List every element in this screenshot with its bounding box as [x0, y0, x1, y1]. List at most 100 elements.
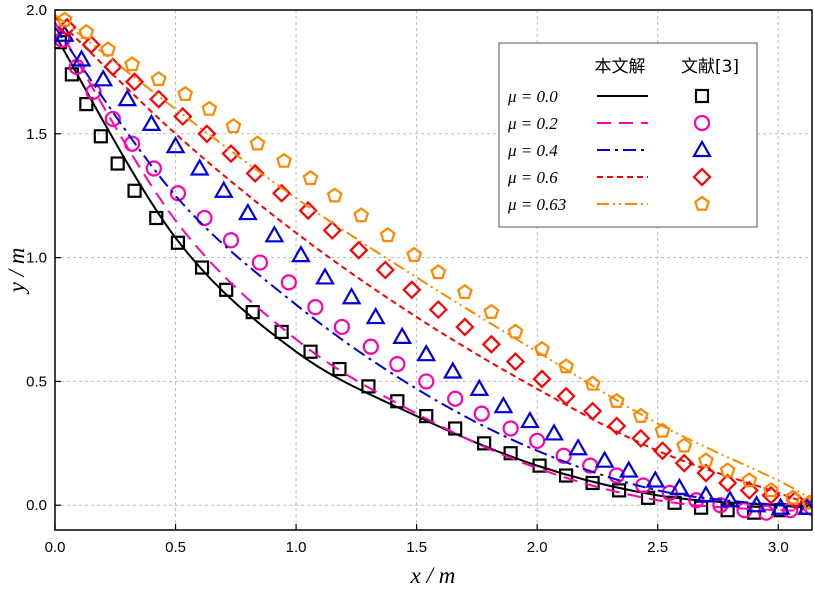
- series-marker: [555, 447, 572, 464]
- series-marker: [353, 207, 370, 223]
- series-marker: [402, 280, 422, 300]
- series-marker: [607, 416, 627, 436]
- series-3: [55, 16, 812, 510]
- legend-header-line: 本文解: [595, 57, 646, 77]
- series-4: [55, 11, 812, 510]
- legend-marker: [692, 139, 712, 158]
- series-marker: [169, 185, 187, 202]
- series-marker: [149, 89, 169, 109]
- series-marker: [505, 352, 526, 372]
- series-marker: [245, 304, 260, 320]
- series-marker: [558, 468, 574, 483]
- series-marker: [222, 232, 240, 249]
- x-axis-title: x / m: [410, 563, 456, 588]
- series-marker: [117, 88, 138, 107]
- plot-frame: [54, 9, 813, 531]
- series-marker: [298, 201, 318, 221]
- series-marker: [534, 340, 550, 357]
- series-marker: [618, 460, 639, 478]
- series-marker: [379, 226, 396, 243]
- series-marker: [758, 504, 775, 521]
- series-marker: [189, 158, 210, 176]
- series-marker: [718, 473, 738, 493]
- series-marker: [110, 156, 125, 171]
- series-marker: [365, 306, 386, 325]
- series-marker: [430, 264, 447, 280]
- series-marker: [770, 497, 791, 515]
- legend-header-markers: 文献[3]: [681, 57, 739, 77]
- series-marker: [493, 395, 514, 414]
- series-marker: [264, 225, 285, 243]
- series-marker: [763, 482, 779, 498]
- y-tick-label: 0.5: [26, 373, 47, 390]
- series-marker: [170, 235, 186, 250]
- series-marker: [201, 100, 218, 116]
- series-layer: [55, 11, 812, 521]
- series-marker: [406, 246, 423, 262]
- series-marker: [315, 267, 335, 285]
- series-marker: [556, 386, 576, 406]
- series-line: [55, 26, 812, 509]
- legend-box: [498, 42, 758, 228]
- series-marker: [473, 405, 490, 422]
- series-marker: [103, 57, 123, 77]
- series-marker: [71, 49, 92, 67]
- legend-label: μ = 0.6: [507, 168, 558, 187]
- x-tick-label: 2.5: [647, 539, 668, 556]
- series-line: [55, 14, 812, 502]
- series-marker: [801, 494, 812, 510]
- series-marker: [455, 317, 475, 337]
- series-marker: [173, 106, 193, 127]
- series-marker: [362, 338, 379, 355]
- series-marker: [645, 470, 666, 488]
- series-marker: [245, 163, 265, 183]
- series-marker: [361, 379, 376, 394]
- series-marker: [583, 401, 603, 421]
- legend-entry: μ = 0.0: [507, 87, 710, 106]
- legend-marker: [692, 167, 712, 187]
- series-marker: [124, 135, 141, 152]
- series-marker: [696, 485, 716, 503]
- y-axis-title: y / m: [4, 248, 29, 295]
- series-marker: [196, 209, 213, 227]
- series-marker: [177, 85, 194, 101]
- series-marker: [568, 438, 589, 456]
- series-marker: [416, 343, 437, 362]
- series-marker: [81, 35, 101, 55]
- series-marker: [125, 72, 145, 92]
- series-marker: [149, 210, 164, 226]
- series-marker: [124, 56, 141, 72]
- series-marker: [302, 170, 319, 186]
- y-tick-label: 1.5: [26, 126, 47, 143]
- series-marker: [784, 489, 801, 505]
- series-marker: [249, 135, 266, 151]
- series-marker: [150, 70, 167, 87]
- series-marker: [469, 378, 490, 396]
- series-marker: [720, 490, 740, 508]
- series-marker: [56, 11, 73, 27]
- series-marker: [746, 495, 767, 513]
- series-marker: [739, 480, 759, 500]
- series-marker: [390, 394, 405, 409]
- series-marker: [341, 287, 362, 305]
- series-marker: [303, 344, 318, 359]
- series-marker: [520, 410, 540, 429]
- series-marker: [326, 187, 343, 203]
- x-tick-label: 1.5: [406, 539, 427, 556]
- series-marker: [502, 420, 519, 437]
- series-marker: [676, 437, 693, 453]
- series-marker: [447, 390, 464, 407]
- series-marker: [448, 421, 463, 436]
- series-marker: [280, 274, 297, 291]
- series-marker: [219, 282, 234, 297]
- legend-entry: μ = 0.63: [507, 195, 710, 214]
- legend-marker: [694, 88, 710, 104]
- series-marker: [741, 472, 758, 488]
- series-marker: [104, 110, 121, 128]
- series-marker: [532, 458, 547, 473]
- series-marker: [428, 300, 448, 320]
- series-marker: [532, 369, 552, 389]
- series-marker: [696, 463, 716, 483]
- series-marker: [608, 392, 625, 409]
- series-marker: [503, 446, 518, 461]
